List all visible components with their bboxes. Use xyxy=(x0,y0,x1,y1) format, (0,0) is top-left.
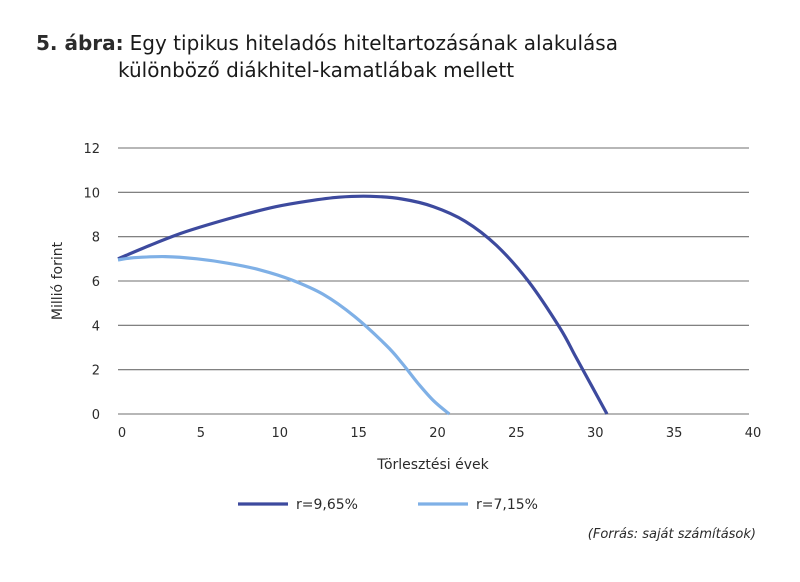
x-tick-label: 25 xyxy=(508,426,525,441)
legend-label: r=7,15% xyxy=(476,497,538,513)
y-tick-label: 10 xyxy=(83,186,100,201)
y-tick-label: 8 xyxy=(92,231,100,246)
legend: r=9,65% r=7,15% xyxy=(238,497,538,513)
y-tick-label: 12 xyxy=(83,142,100,157)
legend-label: r=9,65% xyxy=(296,497,358,513)
figure-title: 5. ábra: Egy tipikus hiteladós hiteltarto… xyxy=(36,30,776,84)
x-tick-label: 40 xyxy=(745,426,762,441)
x-tick-label: 15 xyxy=(350,426,367,441)
x-tick-label: 10 xyxy=(271,426,288,441)
y-axis-title: Millió forint xyxy=(50,241,66,320)
x-tick-label: 5 xyxy=(197,426,205,441)
y-tick-label: 4 xyxy=(92,319,100,334)
y-tick-label: 6 xyxy=(92,275,100,290)
y-tick-labels: 0 2 4 6 8 10 12 xyxy=(83,142,100,423)
y-tick-label: 2 xyxy=(92,364,100,379)
source-note: (Forrás: saját számítások) xyxy=(587,527,756,542)
figure-title-line1: Egy tipikus hiteladós hiteltartozásának … xyxy=(129,31,618,55)
figure-title-line2: különböző diákhitel-kamatlábak mellett xyxy=(118,58,515,82)
y-tick-label: 0 xyxy=(92,408,100,423)
grid-lines xyxy=(118,147,749,415)
x-tick-label: 20 xyxy=(429,426,446,441)
series-line-1 xyxy=(117,194,609,415)
x-tick-label: 0 xyxy=(118,426,126,441)
x-tick-labels: 0 5 10 15 20 25 30 35 40 xyxy=(118,426,761,441)
x-tick-label: 35 xyxy=(666,426,683,441)
series-line-2 xyxy=(117,254,451,416)
x-axis-title: Törlesztési évek xyxy=(376,457,489,473)
x-tick-label: 30 xyxy=(587,426,604,441)
figure-label: 5. ábra: xyxy=(36,31,124,55)
series-lines xyxy=(117,194,609,416)
